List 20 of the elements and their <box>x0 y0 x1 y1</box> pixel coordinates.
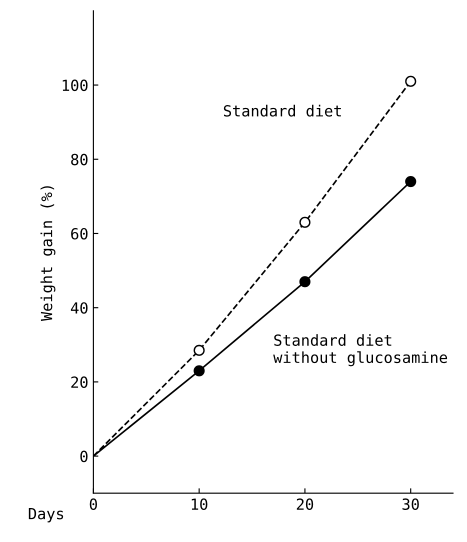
point <box>299 216 310 228</box>
text: Standard diet <box>224 104 341 117</box>
point <box>194 344 205 356</box>
y-tick-label: 60 <box>71 228 88 240</box>
y-tick-label: 40 <box>70 302 88 314</box>
point <box>405 76 416 87</box>
y-tick-label: 100 <box>62 80 88 92</box>
point <box>299 276 310 288</box>
x-tick-label: 20 <box>296 498 314 510</box>
y-axis-title: Weight gain (%) <box>40 186 56 322</box>
y-tick-label: 80 <box>71 154 88 166</box>
x-tick-label: 0 <box>90 498 98 510</box>
series-label: Standard diet without glucosamine <box>273 334 448 366</box>
x-axis-title: Days <box>28 508 64 522</box>
y-tick-label: 20 <box>71 376 88 388</box>
point <box>194 365 205 376</box>
x-tick-label: 10 <box>192 498 208 510</box>
x-tick-label: 30 <box>402 498 419 510</box>
point <box>405 176 416 188</box>
y-tick-label: 0 <box>80 450 88 462</box>
